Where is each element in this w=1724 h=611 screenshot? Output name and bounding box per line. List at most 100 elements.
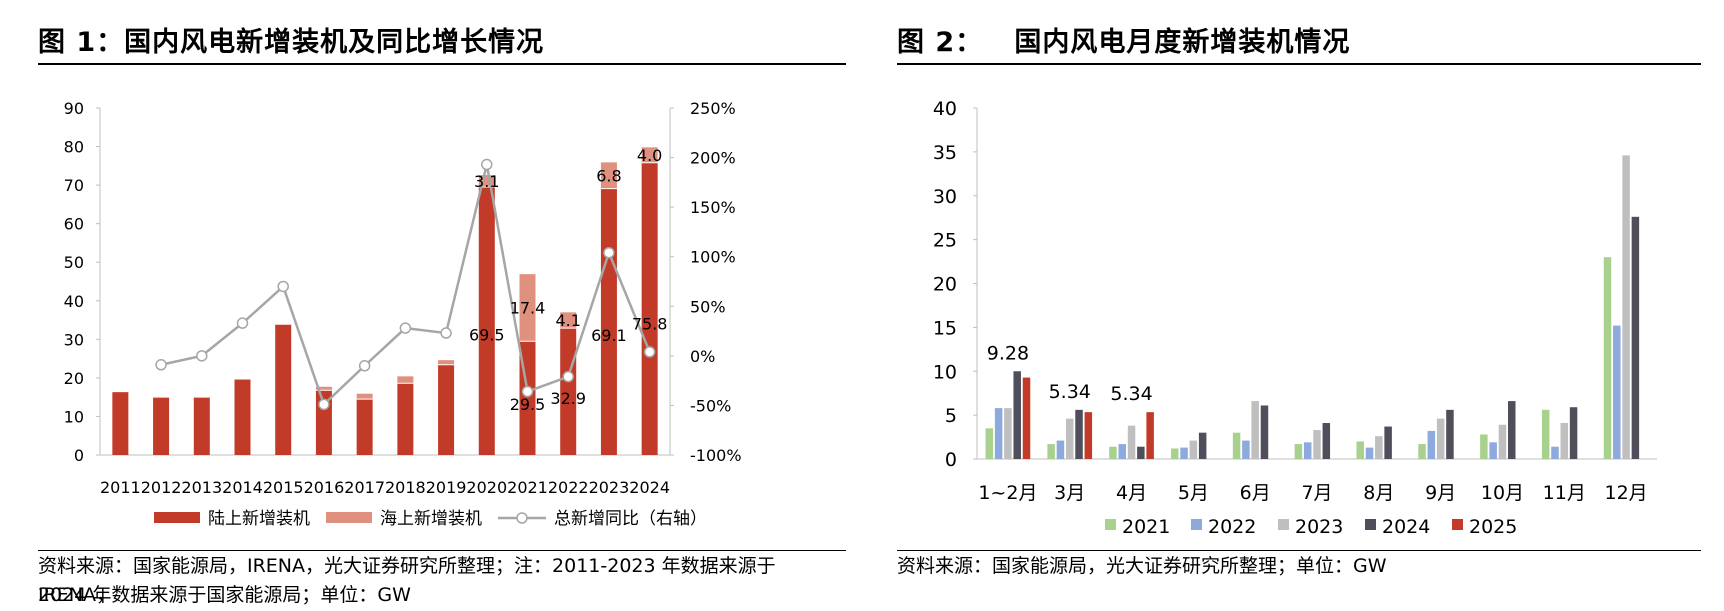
bar-offshore-2024 (641, 147, 658, 163)
y-axis-tick-label: 20 (933, 274, 957, 296)
bar-offshore-2021 (519, 274, 536, 342)
yoy-point (196, 350, 208, 362)
right-axis-tick-label: -50% (690, 396, 731, 415)
bar-offshore-2023 (600, 162, 617, 189)
y-axis-tick-label: 40 (933, 98, 957, 120)
yoy-point (521, 385, 534, 398)
bar-2021-9月 (1418, 444, 1426, 459)
x-axis-tick-label: 2022 (548, 478, 589, 497)
data-label-onshore: 32.9 (550, 389, 586, 408)
data-label-offshore: 3.1 (474, 172, 499, 191)
bar-onshore-2015 (275, 324, 292, 455)
bar-2024-4月 (1137, 446, 1145, 459)
bar-onshore-2024 (641, 162, 658, 455)
data-label-offshore: 6.8 (596, 166, 621, 185)
data-label-onshore: 75.8 (632, 314, 668, 333)
data-label-2025: 5.34 (1110, 383, 1152, 405)
x-axis-tick-label: 2018 (385, 478, 426, 497)
bar-offshore-2017 (356, 393, 373, 400)
x-axis-tick-label: 4月 (1116, 482, 1147, 504)
bar-2021-3月 (1047, 444, 1055, 459)
bar-2023-9月 (1436, 418, 1445, 459)
yoy-line (160, 164, 651, 407)
bar-2024-7月 (1322, 423, 1331, 459)
data-label-onshore: 29.5 (510, 395, 546, 414)
bar-2021-6月 (1232, 432, 1241, 459)
figure-2-title: 图 2： 国内风电月度新增装机情况 (897, 27, 1351, 58)
bar-2023-4月 (1127, 425, 1136, 459)
right-axis-tick-label: 100% (690, 248, 736, 267)
left-axis-tick-label: 90 (64, 99, 84, 118)
right-axis-tick-label: 50% (690, 297, 726, 316)
bar-2021-5月 (1171, 448, 1179, 459)
bar-2023-5月 (1189, 440, 1198, 459)
legend-label-offshore: 海上新增装机 (380, 509, 482, 529)
bar-2023-7月 (1313, 430, 1321, 459)
yoy-point (481, 158, 493, 171)
bar-2023-3月 (1065, 418, 1074, 459)
bar-2024-10月 (1508, 401, 1516, 459)
x-axis-tick-label: 2023 (589, 478, 630, 497)
bar-offshore-2018 (397, 376, 414, 384)
bar-offshore-2016 (315, 386, 332, 391)
yoy-point (358, 360, 371, 372)
bar-onshore-2017 (356, 399, 373, 455)
left-axis-tick-label: 40 (64, 292, 84, 311)
legend-swatch-onshore (154, 512, 200, 523)
x-axis-tick-label: 2014 (222, 478, 263, 497)
y-axis-tick-label: 0 (945, 449, 957, 471)
legend-label-yoy: 总新增同比（右轴） (554, 509, 707, 529)
bar-onshore-2019 (438, 364, 455, 455)
right-axis-tick-label: 150% (690, 198, 736, 217)
bar-2025-4月 (1146, 412, 1154, 459)
yoy-point (277, 280, 289, 293)
bar-2022-10月 (1489, 442, 1497, 459)
bar-2023-11月 (1560, 423, 1569, 459)
y-axis-tick-label: 15 (933, 317, 957, 339)
bar-offshore-2020 (478, 175, 495, 188)
left-axis-tick-label: 50 (64, 253, 84, 272)
bar-2021-7月 (1294, 444, 1303, 459)
figure-1-title: 图 1：国内风电新增装机及同比增长情况 (38, 27, 545, 58)
bar-2022-5月 (1180, 447, 1188, 459)
left-axis-tick-label: 60 (64, 215, 84, 234)
figure-1-title-rule (38, 63, 846, 65)
bar-2024-6月 (1260, 405, 1269, 459)
bar-2022-4月 (1118, 444, 1126, 459)
bar-2024-1~2月 (1013, 371, 1021, 459)
x-axis-tick-label: 10月 (1481, 482, 1524, 504)
bar-2022-6月 (1242, 440, 1250, 459)
bar-onshore-2014 (234, 379, 251, 455)
left-axis-tick-label: 0 (74, 446, 84, 465)
bar-2023-8月 (1375, 436, 1383, 459)
yoy-point (399, 322, 412, 334)
x-axis-tick-label: 7月 (1301, 482, 1332, 504)
figure-1-source-rule (38, 550, 846, 551)
legend-label-2023: 2023 (1295, 516, 1343, 538)
bar-onshore-2022 (560, 328, 577, 455)
bar-2022-11月 (1551, 446, 1559, 459)
bar-2024-3月 (1075, 409, 1083, 459)
legend-label-onshore: 陆上新增装机 (208, 509, 310, 529)
yoy-point (318, 398, 330, 411)
left-axis-tick-label: 30 (64, 330, 84, 349)
right-axis-tick-label: 0% (690, 347, 715, 366)
bar-2022-7月 (1303, 442, 1312, 459)
x-axis-tick-label: 11月 (1543, 482, 1586, 504)
x-axis-tick-label: 2021 (507, 478, 548, 497)
yoy-point (603, 246, 615, 259)
bar-offshore-2022 (560, 312, 577, 329)
legend-label-2021: 2021 (1122, 516, 1170, 538)
bar-2022-9月 (1427, 430, 1436, 459)
x-axis-tick-label: 2019 (426, 478, 467, 497)
left-axis-tick-label: 80 (64, 138, 84, 157)
bar-2024-5月 (1198, 432, 1207, 459)
x-axis-tick-label: 2016 (304, 478, 345, 497)
figure-1-source-line-2: 2024 年数据来源于国家能源局；单位：GW (38, 584, 411, 606)
y-axis-tick-label: 35 (933, 142, 957, 164)
bar-offshore-2019 (438, 360, 455, 365)
bar-2024-12月 (1631, 216, 1640, 459)
bar-2021-12月 (1603, 257, 1612, 459)
right-axis-tick-label: 250% (690, 99, 736, 118)
x-axis-tick-label: 12月 (1604, 482, 1647, 504)
